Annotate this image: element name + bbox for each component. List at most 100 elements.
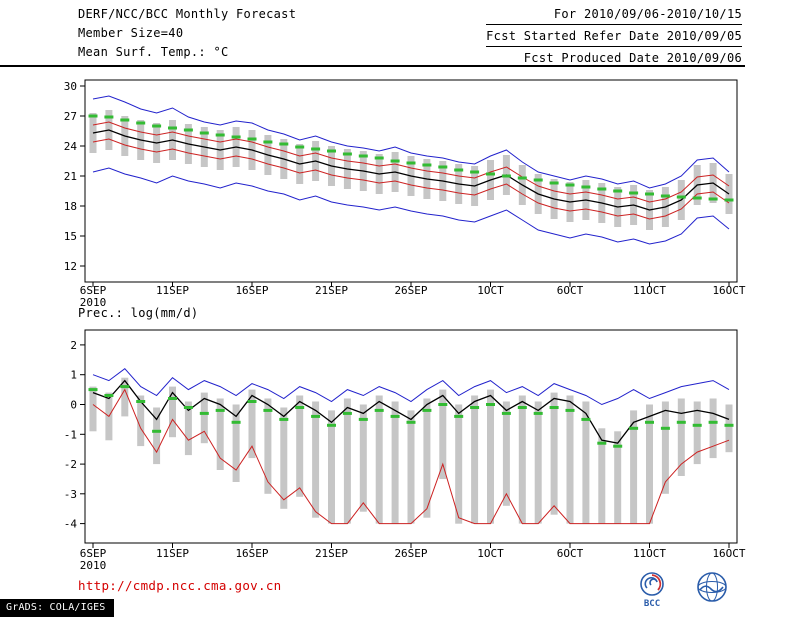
precipitation-year-label: 2010 <box>80 559 107 572</box>
header-divider <box>0 65 745 67</box>
precipitation-reference-dashes <box>470 406 480 409</box>
precipitation-reference-dashes <box>88 388 98 392</box>
mean-surface-temperature-reference-dashes <box>342 152 352 156</box>
mean-surface-temperature-x-tick-label: 21SEP <box>315 284 348 297</box>
precipitation-reference-dashes <box>597 441 607 445</box>
mean-surface-temperature-reference-dashes <box>311 147 321 151</box>
fcst-start-date-label: Fcst Started Refer Date 2010/09/05 <box>486 29 742 47</box>
mean-surface-temperature-reference-dashes <box>501 174 511 178</box>
precipitation-spread-bar <box>407 410 415 524</box>
precipitation-y-tick-label: -1 <box>64 428 77 441</box>
precipitation-reference-dashes <box>676 420 686 424</box>
precipitation-spread-bar <box>502 401 510 506</box>
precipitation-reference-dashes <box>136 400 146 403</box>
precipitation-reference-dashes <box>279 417 289 421</box>
precipitation-y-tick-label: -2 <box>64 458 77 471</box>
forecast-period-label: For 2010/09/06-2010/10/15 <box>486 7 742 25</box>
precipitation-reference-dashes <box>581 417 591 421</box>
precipitation-spread-bar <box>598 428 606 524</box>
precipitation-spread-bar <box>534 401 542 524</box>
precipitation-spread-bar <box>550 392 558 515</box>
ncc-logo-script <box>699 585 724 593</box>
precipitation-reference-dashes <box>263 408 273 412</box>
precipitation-reference-dashes <box>247 400 257 403</box>
precipitation-y-tick-label: 2 <box>70 339 77 352</box>
mean-surface-temperature-reference-dashes <box>263 140 273 144</box>
mean-surface-temperature-reference-dashes <box>88 114 98 118</box>
precipitation-reference-dashes <box>501 411 511 415</box>
precipitation-spread-bar <box>232 404 240 482</box>
precipitation-spread-bar <box>359 404 367 512</box>
mean-surface-temperature-x-tick-label: 1OCT <box>477 284 504 297</box>
member-size-label: Member Size=40 <box>78 26 184 40</box>
precipitation-spread-bar <box>328 410 335 524</box>
mean-surface-temperature-reference-dashes <box>692 196 702 200</box>
precipitation-spread-bar <box>630 410 638 524</box>
mean-surface-temperature-reference-dashes <box>279 142 289 146</box>
header-right: For 2010/09/06-2010/10/15 Fcst Started R… <box>486 7 742 72</box>
mean-surface-temperature-y-tick-label: 30 <box>64 80 77 93</box>
mean-surface-temperature-reference-dashes <box>676 195 686 199</box>
precipitation-spread-bar <box>518 395 526 524</box>
ncc-logo-latitude <box>697 581 727 593</box>
precipitation-ensemble-max-line <box>92 368 730 406</box>
mean-surface-temperature-reference-dashes <box>374 156 384 160</box>
precipitation-x-tick-label: 1OCT <box>477 547 504 560</box>
mean-surface-temperature-x-tick-label: 6OCT <box>557 284 584 297</box>
mean-surface-temperature-reference-dashes <box>660 194 670 198</box>
mean-surface-temperature-y-tick-label: 15 <box>64 230 77 243</box>
bcc-logo-circle <box>640 572 664 596</box>
precipitation-reference-dashes <box>342 411 352 415</box>
precipitation-reference-dashes <box>168 397 177 400</box>
precipitation-reference-dashes <box>645 420 654 424</box>
mean-surface-temperature-reference-dashes <box>581 185 591 189</box>
precipitation-reference-dashes <box>311 414 321 418</box>
mean-surface-temperature-reference-dashes <box>613 189 623 193</box>
precipitation-reference-dashes <box>231 420 241 424</box>
mean-surface-temperature-reference-dashes <box>247 137 257 141</box>
precipitation-reference-dashes <box>629 426 639 430</box>
precipitation-spread-bar <box>248 389 256 459</box>
precipitation-spread-bar <box>216 398 224 470</box>
precipitation-x-tick-label: 16OCT <box>712 547 745 560</box>
precipitation-x-tick-label: 16SEP <box>235 547 268 560</box>
precipitation-reference-dashes <box>390 414 400 418</box>
precipitation-x-tick-label: 11SEP <box>156 547 189 560</box>
mean-surface-temperature-reference-dashes <box>152 124 162 128</box>
bcc-logo-swirl-blue <box>644 576 658 589</box>
mean-surface-temperature-x-tick-label: 26SEP <box>394 284 427 297</box>
mean-surface-temperature-reference-dashes <box>104 115 114 119</box>
mean-surface-temperature-reference-dashes <box>390 159 400 163</box>
bcc-logo-label: BCC <box>644 599 660 609</box>
mean-surface-temperature-reference-dashes <box>724 198 734 202</box>
precipitation-spread-bar <box>343 398 351 524</box>
mean-surface-temperature-reference-dashes <box>168 126 177 130</box>
precipitation-spread-bar <box>153 407 161 465</box>
precipitation-spread-bar <box>487 389 494 524</box>
precipitation-spread-bar <box>471 395 479 524</box>
precipitation-y-tick-label: 1 <box>70 369 77 382</box>
mean-surface-temperature-y-tick-label: 21 <box>64 170 77 183</box>
precipitation-x-tick-label: 26SEP <box>394 547 427 560</box>
bcc-logo: BCC <box>640 572 664 609</box>
mean-surface-temperature-reference-dashes <box>629 191 639 195</box>
precipitation-spread-bar <box>280 407 288 509</box>
ncc-logo <box>697 572 727 602</box>
mean-surface-temperature-ensemble-max-line <box>92 95 730 189</box>
precipitation-reference-dashes <box>486 403 495 406</box>
website-url[interactable]: http://cmdp.ncc.cma.gov.cn <box>78 578 282 593</box>
mean-surface-temperature-x-tick-label: 16OCT <box>712 284 745 297</box>
precipitation-spread-bar <box>677 398 685 476</box>
temp-chart-title: Mean Surf. Temp.: °C <box>78 45 229 59</box>
precipitation-spread-bar <box>89 386 97 432</box>
precipitation-spread-bar <box>184 401 192 456</box>
mean-surface-temperature-x-tick-label: 6SEP <box>80 284 107 297</box>
precipitation-reference-dashes <box>565 408 575 412</box>
mean-surface-temperature-y-tick-label: 18 <box>64 200 77 213</box>
precipitation-spread-bar <box>693 401 701 465</box>
mean-surface-temperature-reference-dashes <box>486 172 495 176</box>
mean-surface-temperature-ensemble-min-line <box>92 167 730 245</box>
mean-surface-temperature-reference-dashes <box>708 197 718 201</box>
precipitation-reference-dashes <box>199 411 209 415</box>
